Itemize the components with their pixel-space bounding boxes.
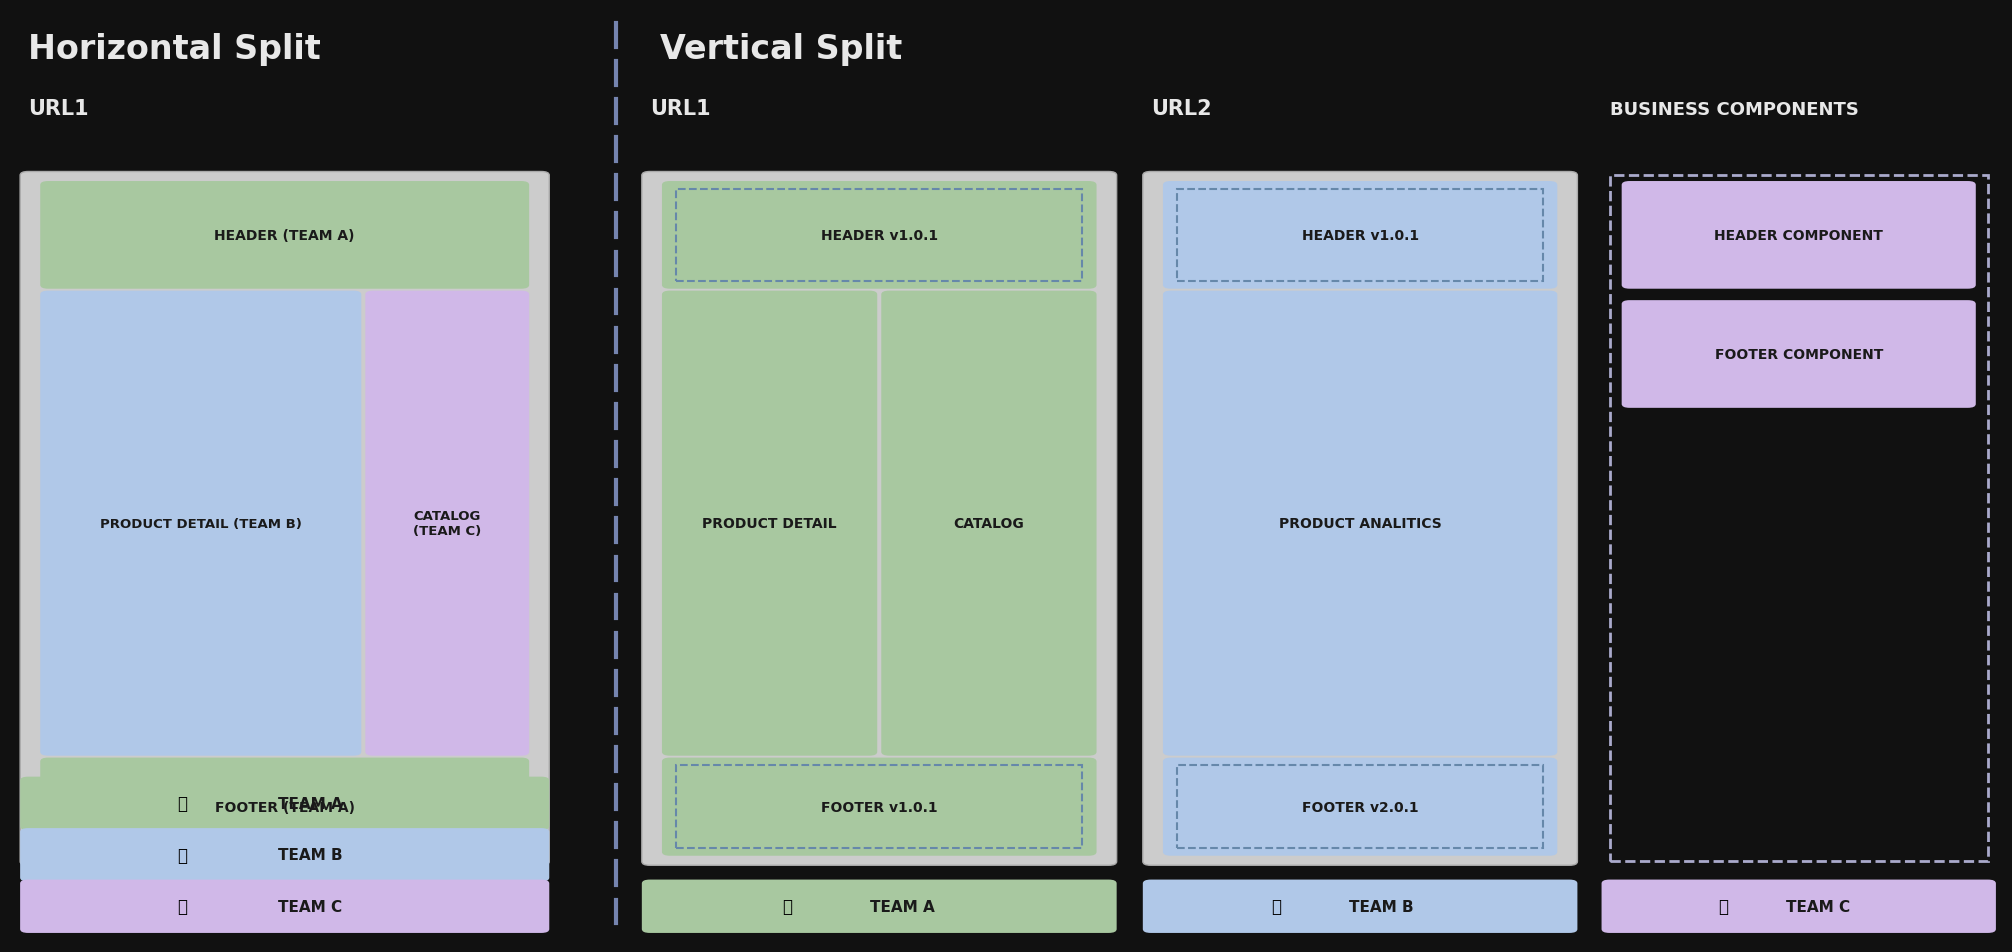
Text: 👥: 👥	[177, 795, 187, 812]
FancyBboxPatch shape	[20, 777, 549, 830]
FancyBboxPatch shape	[20, 172, 549, 865]
Text: CATALOG: CATALOG	[954, 517, 1024, 530]
Text: CATALOG
(TEAM C): CATALOG (TEAM C)	[412, 509, 481, 538]
FancyBboxPatch shape	[20, 880, 549, 933]
FancyBboxPatch shape	[881, 291, 1097, 756]
Text: FOOTER (TEAM A): FOOTER (TEAM A)	[215, 800, 354, 814]
Bar	[676, 189, 1082, 282]
FancyBboxPatch shape	[1602, 880, 1996, 933]
Text: URL1: URL1	[28, 99, 89, 119]
FancyBboxPatch shape	[1143, 880, 1577, 933]
Text: TEAM A: TEAM A	[869, 899, 934, 914]
FancyBboxPatch shape	[1163, 758, 1557, 856]
Text: BUSINESS COMPONENTS: BUSINESS COMPONENTS	[1610, 101, 1859, 119]
FancyBboxPatch shape	[40, 758, 529, 856]
Text: Vertical Split: Vertical Split	[660, 33, 901, 67]
Text: HEADER v1.0.1: HEADER v1.0.1	[1302, 228, 1418, 243]
FancyBboxPatch shape	[40, 291, 362, 756]
Bar	[1610, 176, 1988, 862]
Text: PRODUCT DETAIL: PRODUCT DETAIL	[702, 517, 837, 530]
FancyBboxPatch shape	[662, 182, 1097, 289]
FancyBboxPatch shape	[662, 758, 1097, 856]
Text: 👥: 👥	[177, 898, 187, 915]
FancyBboxPatch shape	[1163, 291, 1557, 756]
Text: 👥: 👥	[783, 898, 793, 915]
Text: HEADER v1.0.1: HEADER v1.0.1	[821, 228, 938, 243]
Text: 👥: 👥	[177, 846, 187, 863]
Text: TEAM B: TEAM B	[1348, 899, 1412, 914]
Text: HEADER COMPONENT: HEADER COMPONENT	[1714, 228, 1883, 243]
Text: FOOTER v1.0.1: FOOTER v1.0.1	[821, 800, 938, 814]
Text: PRODUCT DETAIL (TEAM B): PRODUCT DETAIL (TEAM B)	[101, 517, 302, 530]
Text: TEAM C: TEAM C	[1785, 899, 1849, 914]
Text: Horizontal Split: Horizontal Split	[28, 33, 322, 67]
Text: TEAM C: TEAM C	[278, 899, 342, 914]
Text: URL2: URL2	[1151, 99, 1211, 119]
FancyBboxPatch shape	[642, 172, 1117, 865]
FancyBboxPatch shape	[1622, 301, 1976, 408]
FancyBboxPatch shape	[1143, 172, 1577, 865]
Text: FOOTER COMPONENT: FOOTER COMPONENT	[1714, 347, 1883, 362]
Bar	[676, 765, 1082, 848]
Text: HEADER (TEAM A): HEADER (TEAM A)	[215, 228, 354, 243]
Text: 👥: 👥	[1718, 898, 1728, 915]
Bar	[1177, 189, 1543, 282]
Bar	[1177, 765, 1543, 848]
FancyBboxPatch shape	[662, 291, 877, 756]
FancyBboxPatch shape	[20, 828, 549, 882]
Text: 👥: 👥	[1272, 898, 1282, 915]
FancyBboxPatch shape	[1163, 182, 1557, 289]
FancyBboxPatch shape	[642, 880, 1117, 933]
Text: TEAM A: TEAM A	[278, 796, 342, 811]
Text: URL1: URL1	[650, 99, 710, 119]
Text: PRODUCT ANALITICS: PRODUCT ANALITICS	[1280, 517, 1441, 530]
Text: FOOTER v2.0.1: FOOTER v2.0.1	[1302, 800, 1418, 814]
FancyBboxPatch shape	[366, 291, 529, 756]
FancyBboxPatch shape	[40, 182, 529, 289]
FancyBboxPatch shape	[1622, 182, 1976, 289]
Text: TEAM B: TEAM B	[278, 847, 342, 863]
